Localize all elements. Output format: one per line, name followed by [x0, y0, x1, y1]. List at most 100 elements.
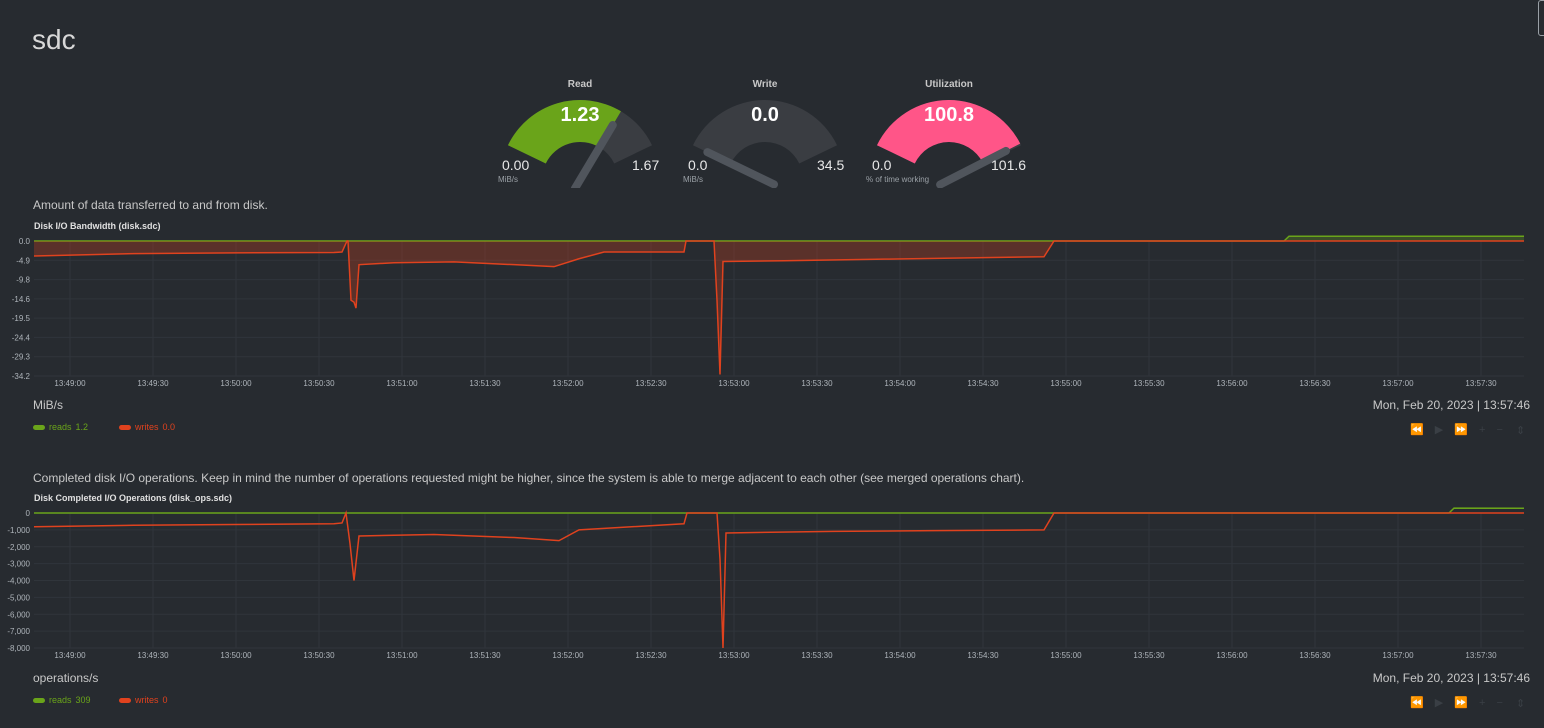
y-tick-label: -6,000 [7, 610, 30, 619]
legend-reads-name: reads [49, 422, 72, 432]
y-tick-label: -9.8 [16, 276, 30, 285]
ops-legend-writes[interactable]: writes 0 [119, 695, 168, 705]
x-tick-label: 13:54:30 [967, 379, 999, 388]
legend-writes-name: writes [135, 695, 159, 705]
gauge-write-value: 0.0 [751, 104, 779, 126]
gauge-utilization-min: 0.0 [872, 157, 892, 173]
y-tick-label: -1,000 [7, 526, 30, 535]
gauge-utilization-max: 101.6 [991, 157, 1027, 173]
gauge-utilization-label: Utilization [925, 79, 973, 90]
gauge-utilization-unit: % of time working [866, 175, 930, 184]
x-tick-label: 13:57:30 [1465, 379, 1497, 388]
gauge-fill [507, 100, 621, 164]
gauge-utilization: Utilization 100.8 0.0 101.6 % of time wo… [866, 78, 1029, 188]
y-tick-label: -5,000 [7, 593, 30, 602]
reads-swatch [33, 424, 45, 430]
gauge-write-max: 34.5 [817, 157, 845, 173]
x-tick-label: 13:49:00 [54, 651, 86, 660]
y-tick-label: -4,000 [7, 577, 30, 586]
gauge-read-max: 1.67 [632, 157, 660, 173]
gauge-read-label: Read [567, 79, 593, 90]
y-tick-label: -7,000 [7, 627, 30, 636]
x-tick-label: 13:51:30 [469, 379, 501, 388]
writes-swatch [119, 424, 131, 430]
x-tick-label: 13:52:00 [552, 379, 584, 388]
page-title: sdc [32, 24, 76, 55]
gauge-read-min: 0.00 [502, 157, 530, 173]
bandwidth-date: Mon, Feb 20, 2023 | 13:57:46 [1372, 398, 1530, 412]
x-tick-label: 13:56:30 [1299, 379, 1331, 388]
y-tick-label: 0 [26, 509, 31, 518]
ops-date: Mon, Feb 20, 2023 | 13:57:46 [1372, 671, 1530, 685]
x-tick-label: 13:52:00 [552, 651, 584, 660]
x-tick-label: 13:50:00 [220, 379, 252, 388]
bandwidth-chart[interactable]: 0.0 -4.9 -9.8 -14.6 -19.5 -24.4 -29.3 -34.2 13:4… [0, 233, 1544, 395]
x-tick-label: 13:54:00 [884, 379, 916, 388]
gauge-read-value: 1.23 [560, 104, 600, 126]
x-tick-label: 13:52:30 [635, 379, 667, 388]
x-tick-label: 13:54:30 [967, 651, 999, 660]
gauge-write-label: Write [752, 79, 778, 90]
bandwidth-unit: MiB/s [33, 398, 63, 412]
y-tick-label: 0.0 [19, 237, 31, 246]
y-tick-label: -14.6 [12, 295, 31, 304]
corner-handle[interactable] [1538, 0, 1544, 36]
x-tick-label: 13:56:30 [1299, 651, 1331, 660]
bandwidth-resize-icon[interactable]: ⇕ [1516, 425, 1530, 437]
bandwidth-legend-reads[interactable]: reads 1.2 [33, 422, 88, 432]
ops-legend-reads[interactable]: reads 309 [33, 695, 91, 705]
x-tick-label: 13:49:30 [137, 651, 169, 660]
series-line-writes [33, 510, 1524, 649]
x-tick-label: 13:57:00 [1382, 379, 1414, 388]
gauge-needle [703, 148, 779, 188]
y-tick-label: -3,000 [7, 560, 30, 569]
ops-unit: operations/s [33, 671, 99, 685]
series-line-writes [33, 240, 1524, 375]
y-tick-label: -4.9 [16, 256, 30, 265]
bandwidth-chart-title: Disk I/O Bandwidth (disk.sdc) [34, 221, 161, 231]
legend-reads-value: 1.2 [75, 422, 89, 432]
writes-swatch [119, 697, 131, 703]
reads-swatch [33, 697, 45, 703]
gauge-write-dial [692, 100, 838, 188]
x-tick-label: 13:51:30 [469, 651, 501, 660]
gauge-read-unit: MiB/s [498, 175, 518, 184]
legend-writes-name: writes [135, 422, 159, 432]
bandwidth-chart-controls[interactable]: ⏪ ▶ ⏩ + − [1410, 424, 1507, 436]
x-tick-label: 13:50:30 [303, 651, 335, 660]
bandwidth-description: Amount of data transferred to and from d… [33, 198, 268, 212]
gauge-utilization-value: 100.8 [923, 104, 975, 126]
x-tick-label: 13:54:00 [884, 651, 916, 660]
x-tick-label: 13:57:00 [1382, 651, 1414, 660]
gauge-write: Write 0.0 0.0 34.5 MiB/s [683, 78, 845, 188]
x-tick-label: 13:55:30 [1133, 379, 1165, 388]
x-tick-label: 13:50:30 [303, 379, 335, 388]
ops-description: Completed disk I/O operations. Keep in m… [33, 471, 1025, 485]
y-tick-label: -2,000 [7, 543, 30, 552]
y-tick-label: -19.5 [12, 314, 31, 323]
x-tick-label: 13:51:00 [386, 379, 418, 388]
x-tick-label: 13:53:00 [718, 379, 750, 388]
y-tick-label: -29.3 [12, 353, 31, 362]
ops-resize-icon[interactable]: ⇕ [1516, 698, 1530, 710]
x-tick-label: 13:57:30 [1465, 651, 1497, 660]
gauge-track [692, 100, 838, 164]
ops-chart[interactable]: 0 -1,000 -2,000 -3,000 -4,000 -5,000 -6,000 -7,… [0, 505, 1544, 667]
gauge-read-dial [507, 100, 653, 188]
legend-writes-value: 0.0 [162, 422, 176, 432]
gauge-utilization-dial [876, 100, 1022, 188]
legend-writes-value: 0 [162, 695, 168, 705]
x-tick-label: 13:53:00 [718, 651, 750, 660]
gauge-write-unit: MiB/s [683, 175, 703, 184]
bandwidth-legend-writes[interactable]: writes 0.0 [119, 422, 175, 432]
x-tick-label: 13:52:30 [635, 651, 667, 660]
ops-chart-title: Disk Completed I/O Operations (disk_ops.… [34, 493, 233, 503]
x-tick-label: 13:51:00 [386, 651, 418, 660]
x-tick-label: 13:56:00 [1216, 651, 1248, 660]
x-tick-label: 13:55:00 [1050, 379, 1082, 388]
x-tick-label: 13:50:00 [220, 651, 252, 660]
y-tick-label: -24.4 [12, 333, 31, 342]
x-tick-label: 13:55:30 [1133, 651, 1165, 660]
ops-chart-controls[interactable]: ⏪ ▶ ⏩ + − [1410, 697, 1507, 709]
gauge-needle [570, 121, 617, 188]
